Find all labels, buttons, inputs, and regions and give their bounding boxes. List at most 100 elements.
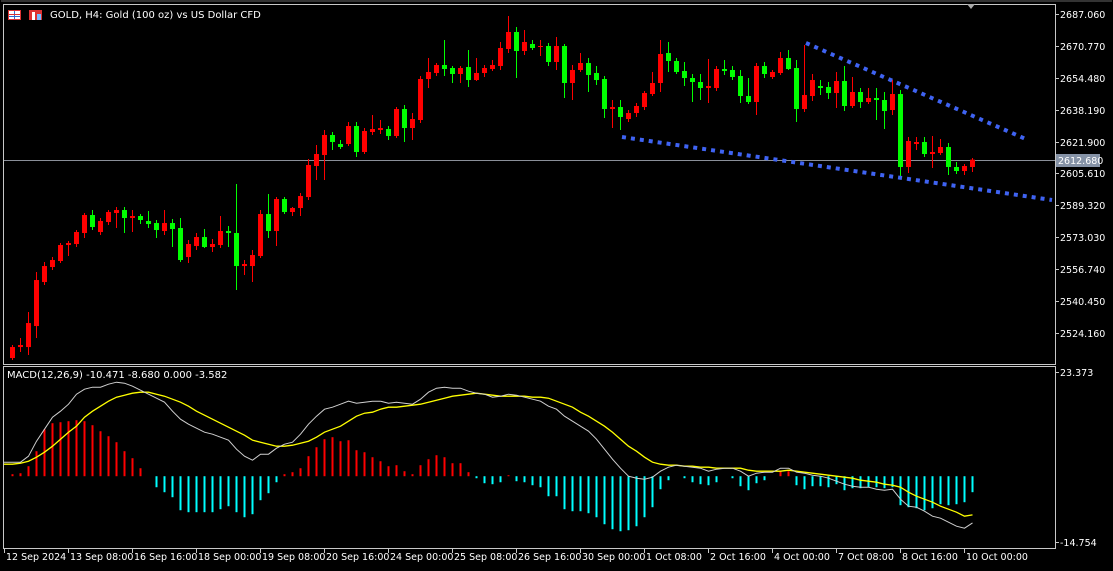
candle-body [426,72,431,80]
bull-candle [554,37,559,71]
bear-candle [90,210,95,231]
candle-body [538,45,543,47]
bear-candle [546,43,551,67]
bear-candle [442,40,447,76]
bull-candle [346,121,351,147]
price-tick-label: 2556.740 [1060,265,1105,276]
lower-trendline[interactable] [621,135,1053,202]
chart-icon[interactable] [29,10,42,20]
candle-body [586,62,591,75]
bull-candle [42,262,47,286]
time-tick-label: 1 Oct 08:00 [646,552,702,563]
candle-body [146,221,151,225]
time-tick-label: 2 Oct 16:00 [710,552,766,563]
bull-candle [610,100,615,129]
candle-body [162,223,167,232]
upper-trendline[interactable] [805,41,1029,142]
bear-candle [738,70,743,104]
bull-candle [194,233,199,251]
price-tick-label: 2687.060 [1060,10,1105,21]
bull-candle [378,120,383,135]
candle-body [562,45,567,84]
candle-body [226,231,231,234]
candle-body [682,71,687,79]
time-tick-label: 12 Sep 2024 [6,552,66,563]
candle-body [722,69,727,72]
candle-body [882,100,887,112]
bull-candle [10,345,15,361]
table-icon[interactable] [8,10,21,20]
candle-body [186,244,191,258]
bear-candle [170,219,175,248]
price-tick-label: 2540.450 [1060,297,1105,308]
chart-shift-marker-icon[interactable] [967,4,975,9]
price-tick-label: 2589.320 [1060,201,1105,212]
candle-body [546,45,551,62]
price-tick-label: 2654.480 [1060,74,1105,85]
time-tick-label: 8 Oct 16:00 [902,552,958,563]
candle-body [666,53,671,61]
macd-axis: 23.373 -14.754 [1055,368,1097,549]
candle-body [66,243,71,246]
bull-candle [370,115,375,136]
candle-body [698,82,703,89]
bear-candle [202,229,207,249]
candle-body [442,65,447,70]
candle-body [930,151,935,155]
bear-candle [826,82,831,100]
candle-body [938,147,943,153]
bear-candle [674,58,679,75]
candle-body [738,75,743,97]
candle-body [922,142,927,155]
bull-candle [578,53,583,73]
bull-candle [210,239,215,253]
trendlines[interactable] [621,41,1053,202]
bear-candle [234,184,239,291]
signal-line [4,391,973,517]
candle-body [530,44,535,48]
bear-candle [690,74,695,103]
bull-candle [474,58,479,82]
candle-body [866,98,871,103]
candle-body [458,68,463,75]
candle-body [954,166,959,172]
bull-candle [74,230,79,248]
macd-line [4,381,973,529]
candle-body [58,245,63,262]
candle-body [674,60,679,73]
candle-body [706,86,711,89]
time-tick-label: 25 Sep 08:00 [454,552,517,563]
candle-body [386,129,391,136]
bull-candle [802,44,807,113]
candle-body [610,107,615,110]
candle-body [346,126,351,145]
candle-body [946,147,951,167]
candle-body [842,81,847,106]
bear-candle [338,140,343,150]
bull-candle [626,110,631,122]
bear-candle [282,197,287,215]
bull-candle [434,62,439,76]
macd-pane [4,381,974,532]
bull-candle [458,66,463,84]
bull-candle [34,272,39,339]
bear-candle [794,59,799,122]
candle-body [570,70,575,84]
bull-candle [650,72,655,97]
bear-candle [122,207,127,234]
candle-body [802,95,807,110]
bear-candle [786,49,791,71]
price-axis: 2687.060 2670.770 2654.480 2638.190 2621.900… [1055,10,1105,340]
candle-body [490,65,495,70]
bull-candle [938,139,943,156]
bear-candle [602,75,607,119]
bull-candle [322,130,327,181]
bull-candle [410,113,415,141]
candle-body [834,81,839,94]
bear-candle [530,40,535,50]
candle-body [730,70,735,77]
bull-candle [890,80,895,116]
candle-body [890,94,895,111]
time-tick-label: 20 Sep 16:00 [326,552,389,563]
